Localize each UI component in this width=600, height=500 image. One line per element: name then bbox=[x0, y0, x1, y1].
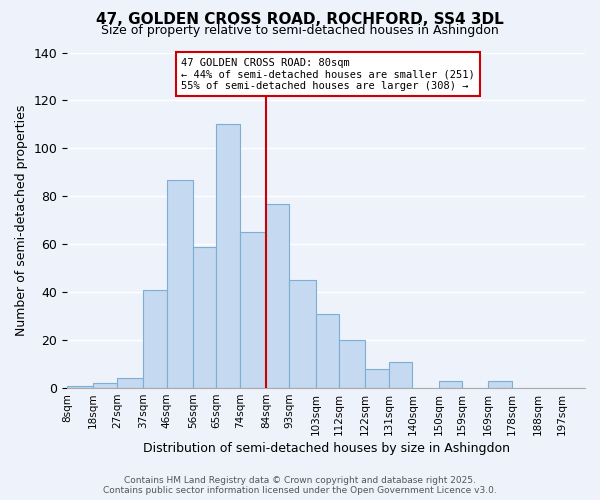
Bar bbox=[339, 340, 365, 388]
Text: 47 GOLDEN CROSS ROAD: 80sqm
← 44% of semi-detached houses are smaller (251)
55% : 47 GOLDEN CROSS ROAD: 80sqm ← 44% of sem… bbox=[181, 58, 475, 90]
Bar bbox=[240, 232, 266, 388]
Bar bbox=[67, 386, 94, 388]
Bar bbox=[117, 378, 143, 388]
Bar bbox=[167, 180, 193, 388]
Bar bbox=[316, 314, 339, 388]
Bar bbox=[289, 280, 316, 388]
Bar bbox=[389, 362, 412, 388]
Text: Contains HM Land Registry data © Crown copyright and database right 2025.
Contai: Contains HM Land Registry data © Crown c… bbox=[103, 476, 497, 495]
Bar bbox=[216, 124, 240, 388]
Bar bbox=[488, 381, 512, 388]
Bar bbox=[365, 369, 389, 388]
Text: 47, GOLDEN CROSS ROAD, ROCHFORD, SS4 3DL: 47, GOLDEN CROSS ROAD, ROCHFORD, SS4 3DL bbox=[96, 12, 504, 28]
Bar bbox=[94, 384, 117, 388]
Bar bbox=[193, 246, 216, 388]
X-axis label: Distribution of semi-detached houses by size in Ashingdon: Distribution of semi-detached houses by … bbox=[143, 442, 509, 455]
Bar bbox=[266, 204, 289, 388]
Bar bbox=[143, 290, 167, 388]
Bar bbox=[439, 381, 462, 388]
Text: Size of property relative to semi-detached houses in Ashingdon: Size of property relative to semi-detach… bbox=[101, 24, 499, 37]
Y-axis label: Number of semi-detached properties: Number of semi-detached properties bbox=[15, 104, 28, 336]
